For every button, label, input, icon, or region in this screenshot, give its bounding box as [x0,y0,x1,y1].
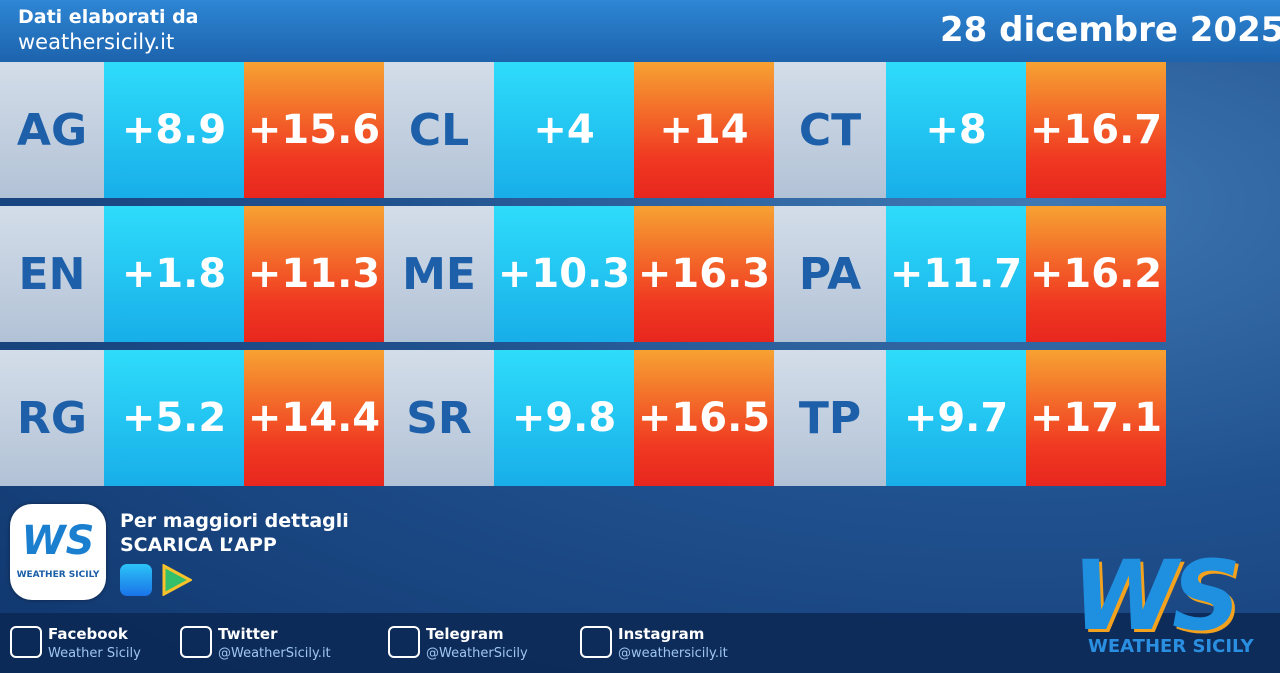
max-temp: +16.3 [634,206,774,342]
social-network[interactable]: Facebook [48,625,128,643]
min-temp: +9.8 [494,350,634,486]
social-icon[interactable] [180,626,212,658]
province: RG [0,350,104,486]
promo-line2: SCARICA L’APP [120,534,277,556]
brand-logo: WS [1072,540,1241,652]
province: AG [0,62,104,198]
min-temp: +8 [886,62,1026,198]
max-temp: +16.5 [634,350,774,486]
social-network[interactable]: Instagram [618,625,705,643]
brand-name: WEATHER SICILY [1088,636,1254,657]
province: PA [774,206,886,342]
header-bar [0,0,1280,62]
social-icon[interactable] [388,626,420,658]
province: ME [384,206,494,342]
min-temp: +8.9 [104,62,244,198]
date: 28 dicembre 2025 [940,10,1280,50]
province: CL [384,62,494,198]
max-temp: +16.7 [1026,62,1166,198]
social-handle[interactable]: Weather Sicily [48,646,141,661]
province: TP [774,350,886,486]
max-temp: +15.6 [244,62,384,198]
min-temp: +4 [494,62,634,198]
social-handle[interactable]: @WeatherSicily.it [218,646,331,661]
app-icon[interactable]: WS WEATHER SICILY [10,504,106,600]
source-label: Dati elaborati da [18,6,199,28]
max-temp: +11.3 [244,206,384,342]
app-icon-caption: WEATHER SICILY [16,570,100,580]
social-icon[interactable] [10,626,42,658]
play-store-badge[interactable] [160,564,192,596]
min-temp: +5.2 [104,350,244,486]
social-icon[interactable] [580,626,612,658]
footer-bar [0,613,1280,673]
min-temp: +10.3 [494,206,634,342]
social-network[interactable]: Telegram [426,625,504,643]
app-store-badge[interactable] [120,564,152,596]
promo-line1: Per maggiori dettagli [120,510,349,532]
social-handle[interactable]: @weathersicily.it [618,646,728,661]
min-temp: +11.7 [886,206,1026,342]
app-icon-logo: WS [21,518,95,564]
province: CT [774,62,886,198]
max-temp: +14 [634,62,774,198]
max-temp: +14.4 [244,350,384,486]
province: SR [384,350,494,486]
social-handle[interactable]: @WeatherSicily [426,646,528,661]
social-network[interactable]: Twitter [218,625,278,643]
min-temp: +9.7 [886,350,1026,486]
province: EN [0,206,104,342]
min-temp: +1.8 [104,206,244,342]
source-site: weathersicily.it [18,30,175,54]
max-temp: +17.1 [1026,350,1166,486]
max-temp: +16.2 [1026,206,1166,342]
